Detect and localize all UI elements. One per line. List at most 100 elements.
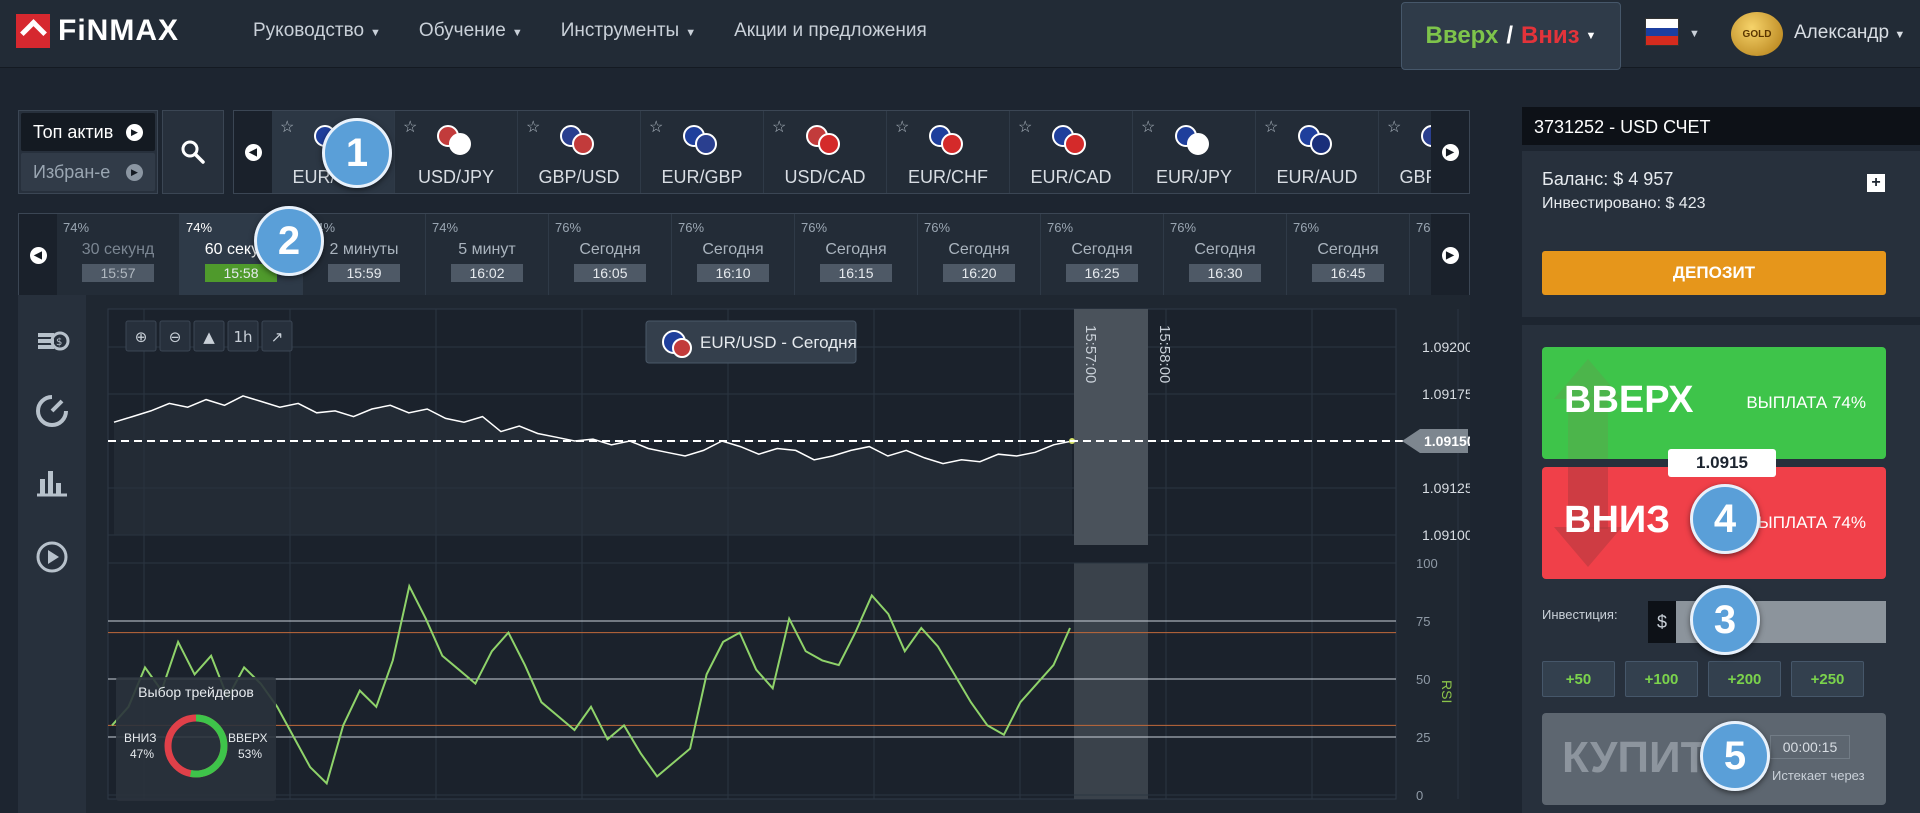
expiry-time: 16:25 bbox=[1066, 264, 1138, 282]
price-chart[interactable]: 1.09200 1.09175 1.09150 1.09125 1.09100 15:57… bbox=[86, 295, 1470, 813]
tab-favorites[interactable]: Избран-е ▶ bbox=[21, 153, 155, 191]
play-video-icon[interactable] bbox=[34, 539, 70, 575]
traders-down-label: ВНИЗ bbox=[124, 731, 157, 745]
asset-item[interactable]: ☆ EUR/CAD bbox=[1010, 111, 1133, 193]
star-icon[interactable]: ☆ bbox=[403, 119, 418, 136]
scroll-right-button[interactable]: ▶ bbox=[1431, 111, 1469, 193]
currency-flag-quote bbox=[941, 133, 963, 155]
mode-selector[interactable]: Вверх / Вниз ▼ bbox=[1401, 2, 1621, 70]
expiry-scroll-left-button[interactable]: ◀ bbox=[19, 214, 57, 296]
expiry-label: 30 секунд bbox=[81, 241, 155, 258]
asset-name: GBP/CAD bbox=[1399, 167, 1431, 187]
nav-guide[interactable]: Руководство ▼ bbox=[253, 20, 381, 42]
star-icon[interactable]: ☆ bbox=[895, 119, 910, 136]
expiry-item[interactable]: 74% 2 минуты 15:59 bbox=[303, 214, 426, 296]
nav-promotions[interactable]: Акции и предложения bbox=[734, 20, 927, 42]
asset-item[interactable]: ☆ USD/CAD bbox=[764, 111, 887, 193]
coins-icon[interactable]: $ bbox=[34, 319, 70, 355]
star-icon[interactable]: ☆ bbox=[649, 119, 664, 136]
expiry-item[interactable]: 76% Сегодня 16:10 bbox=[672, 214, 795, 296]
clock-chart-icon[interactable] bbox=[34, 393, 70, 429]
tab-favorites-label: Избран-е bbox=[33, 161, 111, 182]
expiry-item[interactable]: 76% Сегодня 16:05 bbox=[549, 214, 672, 296]
expiry-time: 16:05 bbox=[574, 264, 646, 282]
account-header[interactable]: 3731252 - USD СЧЕТ bbox=[1522, 107, 1920, 145]
traders-up-label: ВВЕРХ bbox=[228, 731, 267, 745]
nav-tools[interactable]: Инструменты ▼ bbox=[561, 20, 696, 42]
expiry-item[interactable]: 74% 5 минут 16:02 bbox=[426, 214, 549, 296]
up-button-label: ВВЕРХ bbox=[1564, 379, 1694, 421]
up-button[interactable]: ВВЕРХ ВЫПЛАТА 74% bbox=[1542, 347, 1886, 459]
expiry-item[interactable]: 74% 30 секунд 15:57 bbox=[57, 214, 180, 296]
y-tick-label: 1.09100 bbox=[1422, 527, 1470, 543]
star-icon[interactable]: ☆ bbox=[1264, 119, 1279, 136]
chart-area: $ 1.09200 1.09175 1.09150 1.09125 1.09100 15:… bbox=[18, 295, 1470, 813]
star-icon[interactable]: ☆ bbox=[1387, 119, 1402, 136]
asset-item[interactable]: ☆ EUR/CHF bbox=[887, 111, 1010, 193]
username-label: Александр bbox=[1794, 22, 1890, 43]
search-button[interactable] bbox=[162, 110, 224, 194]
rsi-tick-label: 50 bbox=[1416, 672, 1430, 687]
search-icon bbox=[181, 140, 205, 164]
chevron-right-icon: ▶ bbox=[1441, 246, 1459, 264]
nav-learning[interactable]: Обучение ▼ bbox=[419, 20, 523, 42]
asset-name: GBP/USD bbox=[538, 167, 620, 187]
deposit-button[interactable]: ДЕПОЗИТ bbox=[1542, 251, 1886, 295]
expiry-scroll-right-button[interactable]: ▶ bbox=[1431, 214, 1469, 296]
expiry-item[interactable]: 76%Сегодня17:00 bbox=[1410, 214, 1431, 296]
bar-chart-icon[interactable] bbox=[34, 463, 70, 499]
asset-item[interactable]: ☆ GBP/USD bbox=[518, 111, 641, 193]
expiry-item[interactable]: 76% Сегодня 16:15 bbox=[795, 214, 918, 296]
chart-sidebar: $ bbox=[18, 295, 86, 813]
expiry-time: 15:59 bbox=[328, 264, 400, 282]
asset-item[interactable]: ☆ EUR/AUD bbox=[1256, 111, 1379, 193]
asset-name: EUR/AUD bbox=[1276, 167, 1358, 187]
logo-text: FiNMAX bbox=[58, 14, 179, 47]
star-icon[interactable]: ☆ bbox=[526, 119, 541, 136]
chart-tool-button bbox=[159, 320, 191, 352]
chevron-down-icon[interactable]: ▼ bbox=[1689, 28, 1700, 40]
quick-amount-50-button[interactable]: +50 bbox=[1542, 661, 1615, 697]
chevron-down-icon: ▼ bbox=[511, 27, 523, 39]
star-icon[interactable]: ☆ bbox=[280, 119, 295, 136]
expiry-start-label: 15:57:00 bbox=[1082, 325, 1099, 383]
main-nav: Руководство ▼ Обучение ▼ Инструменты ▼ Акци… bbox=[253, 20, 927, 42]
asset-item[interactable]: ☆ GBP/CAD bbox=[1379, 111, 1431, 193]
logo[interactable]: FiNMAX bbox=[16, 14, 179, 48]
callout-badge-1: 1 bbox=[322, 118, 392, 188]
username[interactable]: Александр ▼ bbox=[1794, 22, 1905, 44]
expiry-item[interactable]: 76% Сегодня 16:25 bbox=[1041, 214, 1164, 296]
asset-item[interactable]: ☆ EUR/GBP bbox=[641, 111, 764, 193]
expiry-item[interactable]: 76% Сегодня 16:45 bbox=[1287, 214, 1410, 296]
quick-amount-250-button[interactable]: +250 bbox=[1791, 661, 1864, 697]
star-icon[interactable]: ☆ bbox=[772, 119, 787, 136]
tab-top-assets[interactable]: Топ актив ▶ bbox=[21, 113, 155, 151]
star-icon[interactable]: ☆ bbox=[1141, 119, 1156, 136]
scroll-left-button[interactable]: ◀ bbox=[234, 111, 272, 193]
nav-promotions-label: Акции и предложения bbox=[734, 20, 927, 41]
language-flag-icon[interactable] bbox=[1645, 18, 1679, 46]
balance-box: Баланс: $ 4 957 Инвестировано: $ 423 + Д… bbox=[1522, 151, 1920, 317]
plus-icon[interactable]: + bbox=[1867, 174, 1885, 192]
chevron-down-icon: ▼ bbox=[685, 27, 697, 39]
gold-status-badge: GOLD bbox=[1731, 12, 1783, 56]
quick-amount-100-button[interactable]: +100 bbox=[1625, 661, 1698, 697]
expiry-bar: ◀ 74% 30 секунд 15:57 74% 60 секунд 15:58 74% 2… bbox=[18, 213, 1470, 297]
down-button-label: ВНИЗ bbox=[1564, 499, 1671, 541]
expiry-item[interactable]: 76% Сегодня 16:20 bbox=[918, 214, 1041, 296]
asset-item[interactable]: ☆ EUR/JPY bbox=[1133, 111, 1256, 193]
traders-up-pct: 53% bbox=[238, 747, 262, 761]
currency-symbol: $ bbox=[1648, 601, 1676, 643]
star-icon[interactable]: ☆ bbox=[1018, 119, 1033, 136]
trade-panel: 3731252 - USD СЧЕТ Баланс: $ 4 957 Инвес… bbox=[1522, 107, 1920, 813]
rsi-axis-label: RSI bbox=[1439, 680, 1455, 703]
current-price-label: 1.09150 bbox=[1424, 433, 1470, 449]
currency-flag-quote bbox=[1187, 133, 1209, 155]
chevron-left-icon: ◀ bbox=[29, 246, 47, 264]
currency-flags-icon bbox=[806, 125, 842, 155]
asset-item[interactable]: ☆ USD/JPY bbox=[395, 111, 518, 193]
chart-tool-button bbox=[193, 320, 225, 352]
quick-amount-200-button[interactable]: +200 bbox=[1708, 661, 1781, 697]
play-icon: ▶ bbox=[126, 123, 143, 141]
expiry-item[interactable]: 76% Сегодня 16:30 bbox=[1164, 214, 1287, 296]
